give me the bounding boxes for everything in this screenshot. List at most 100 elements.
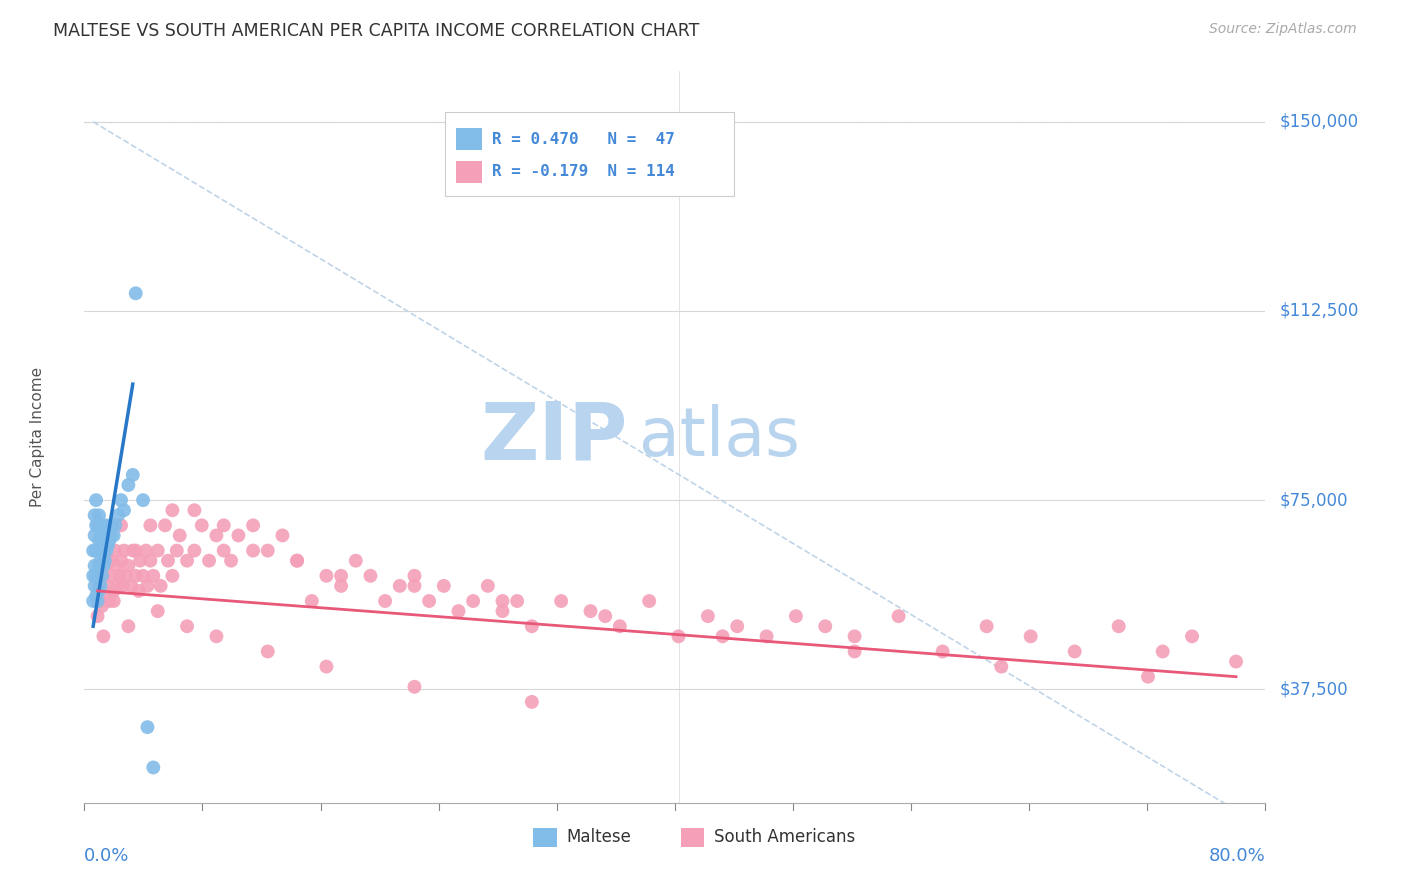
Point bbox=[111, 579, 134, 593]
Point bbox=[89, 528, 111, 542]
Point bbox=[990, 659, 1012, 673]
Bar bbox=[457, 161, 482, 183]
Point bbox=[183, 543, 205, 558]
Point bbox=[83, 558, 105, 573]
Text: $112,500: $112,500 bbox=[1279, 302, 1358, 320]
Point bbox=[117, 558, 139, 573]
Point bbox=[110, 493, 132, 508]
Text: Per Capita Income: Per Capita Income bbox=[30, 367, 45, 508]
Point bbox=[256, 543, 278, 558]
Point bbox=[477, 579, 499, 593]
Point bbox=[579, 604, 602, 618]
Point bbox=[132, 569, 155, 583]
Point bbox=[285, 554, 308, 568]
Point bbox=[491, 594, 513, 608]
Point bbox=[82, 594, 104, 608]
Point bbox=[755, 629, 778, 643]
Text: R = -0.179  N = 114: R = -0.179 N = 114 bbox=[492, 164, 675, 179]
Point bbox=[83, 528, 105, 542]
Point bbox=[271, 528, 294, 542]
Point bbox=[359, 569, 381, 583]
Point bbox=[83, 579, 105, 593]
Text: South Americans: South Americans bbox=[714, 828, 855, 847]
Point bbox=[87, 579, 110, 593]
Point bbox=[117, 478, 139, 492]
Text: $75,000: $75,000 bbox=[1279, 491, 1348, 509]
Bar bbox=[681, 828, 704, 847]
Point bbox=[97, 539, 120, 553]
Point bbox=[125, 569, 148, 583]
Point bbox=[285, 554, 308, 568]
Point bbox=[91, 543, 114, 558]
Point bbox=[84, 569, 107, 583]
Point bbox=[162, 569, 184, 583]
Point bbox=[149, 579, 172, 593]
Point bbox=[132, 493, 155, 508]
Point bbox=[100, 528, 122, 542]
Point bbox=[301, 594, 323, 608]
Point bbox=[725, 619, 748, 633]
Point bbox=[121, 467, 143, 482]
Point bbox=[315, 569, 337, 583]
Point bbox=[105, 558, 128, 573]
Point bbox=[711, 629, 734, 643]
Point bbox=[114, 569, 136, 583]
Point bbox=[142, 760, 165, 774]
Point bbox=[198, 554, 221, 568]
Point bbox=[135, 543, 157, 558]
Point bbox=[330, 569, 353, 583]
Point bbox=[125, 286, 148, 301]
Point bbox=[190, 518, 212, 533]
Point bbox=[139, 518, 162, 533]
Point bbox=[593, 609, 616, 624]
Point bbox=[1063, 644, 1085, 658]
Point bbox=[83, 508, 105, 523]
Point bbox=[344, 554, 367, 568]
Text: MALTESE VS SOUTH AMERICAN PER CAPITA INCOME CORRELATION CHART: MALTESE VS SOUTH AMERICAN PER CAPITA INC… bbox=[53, 22, 700, 40]
Point bbox=[121, 543, 143, 558]
Point bbox=[550, 594, 572, 608]
Point bbox=[108, 569, 131, 583]
Point bbox=[447, 604, 470, 618]
Point bbox=[696, 609, 718, 624]
Point bbox=[96, 558, 118, 573]
Point bbox=[112, 543, 135, 558]
Point bbox=[87, 533, 110, 548]
Point bbox=[142, 569, 165, 583]
Point bbox=[433, 579, 456, 593]
Point bbox=[931, 644, 953, 658]
Point bbox=[103, 594, 125, 608]
Point bbox=[1225, 655, 1247, 669]
Point bbox=[242, 518, 264, 533]
Point bbox=[176, 619, 198, 633]
Point bbox=[86, 609, 108, 624]
Point bbox=[89, 554, 111, 568]
Point bbox=[94, 528, 117, 542]
Point bbox=[104, 518, 127, 533]
Point bbox=[330, 579, 353, 593]
Point bbox=[86, 518, 108, 533]
Point bbox=[491, 604, 513, 618]
Point bbox=[87, 594, 110, 608]
Point bbox=[1137, 670, 1160, 684]
Text: 80.0%: 80.0% bbox=[1209, 847, 1265, 864]
Point bbox=[205, 528, 228, 542]
Point bbox=[388, 579, 411, 593]
Point bbox=[87, 583, 110, 598]
Point bbox=[976, 619, 998, 633]
Point bbox=[101, 518, 124, 533]
Point bbox=[374, 594, 396, 608]
Text: $150,000: $150,000 bbox=[1279, 112, 1358, 131]
Point bbox=[166, 543, 188, 558]
Point bbox=[82, 569, 104, 583]
Point bbox=[315, 659, 337, 673]
Point bbox=[506, 594, 529, 608]
Point bbox=[89, 579, 111, 593]
Point bbox=[128, 583, 150, 598]
Point bbox=[96, 543, 118, 558]
Point bbox=[228, 528, 250, 542]
Point bbox=[162, 503, 184, 517]
Point bbox=[139, 554, 162, 568]
Text: Maltese: Maltese bbox=[567, 828, 631, 847]
Point bbox=[146, 543, 169, 558]
